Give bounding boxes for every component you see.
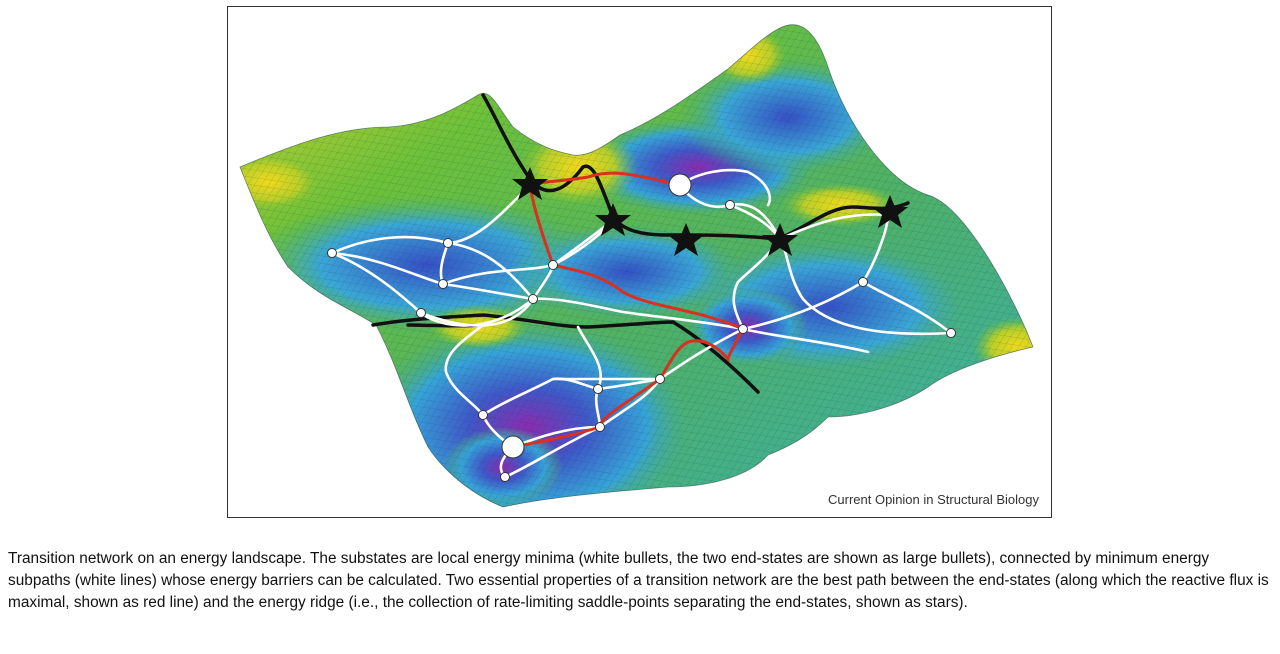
source-label: Current Opinion in Structural Biology [828, 492, 1039, 507]
substate-nodes [327, 200, 956, 482]
end-state-nodes [501, 173, 692, 459]
figure-panel: Current Opinion in Structural Biology [227, 6, 1052, 518]
saddle-point-stars [512, 167, 908, 256]
figure-caption: Transition network on an energy landscap… [8, 550, 1269, 612]
energy-landscape-surface [239, 24, 1034, 508]
best-path [511, 171, 745, 449]
